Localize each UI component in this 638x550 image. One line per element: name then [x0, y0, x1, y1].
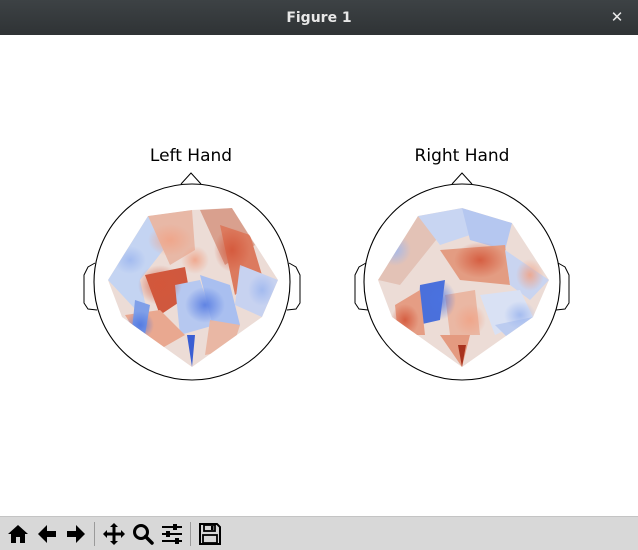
plot-title-left: Left Hand — [150, 146, 232, 166]
back-icon — [37, 524, 56, 543]
pan-icon — [102, 522, 125, 545]
save-icon — [198, 522, 221, 545]
zoom-icon — [132, 523, 154, 545]
back-button[interactable] — [33, 520, 60, 548]
forward-button[interactable] — [62, 520, 89, 548]
save-button[interactable] — [196, 520, 223, 548]
home-icon — [7, 524, 28, 543]
configure-subplots-button[interactable] — [158, 520, 185, 548]
zoom-button[interactable] — [129, 520, 156, 548]
close-button[interactable]: ✕ — [606, 6, 628, 28]
topomap-right: Right Hand — [354, 146, 570, 381]
forward-icon — [66, 524, 85, 543]
figure-canvas[interactable]: Left Hand — [0, 35, 638, 516]
toolbar-separator — [94, 521, 95, 546]
configure-subplots-icon — [161, 523, 182, 544]
pan-button[interactable] — [100, 520, 127, 548]
close-icon: ✕ — [610, 8, 624, 26]
home-button[interactable] — [4, 520, 31, 548]
window-titlebar: Figure 1 ✕ — [0, 0, 638, 35]
navigation-toolbar — [0, 516, 638, 550]
window-title: Figure 1 — [286, 9, 352, 26]
figure-svg: Left Hand — [83, 146, 570, 381]
plot-title-right: Right Hand — [415, 146, 510, 166]
topomap-left: Left Hand — [83, 146, 301, 381]
toolbar-separator — [190, 521, 191, 546]
